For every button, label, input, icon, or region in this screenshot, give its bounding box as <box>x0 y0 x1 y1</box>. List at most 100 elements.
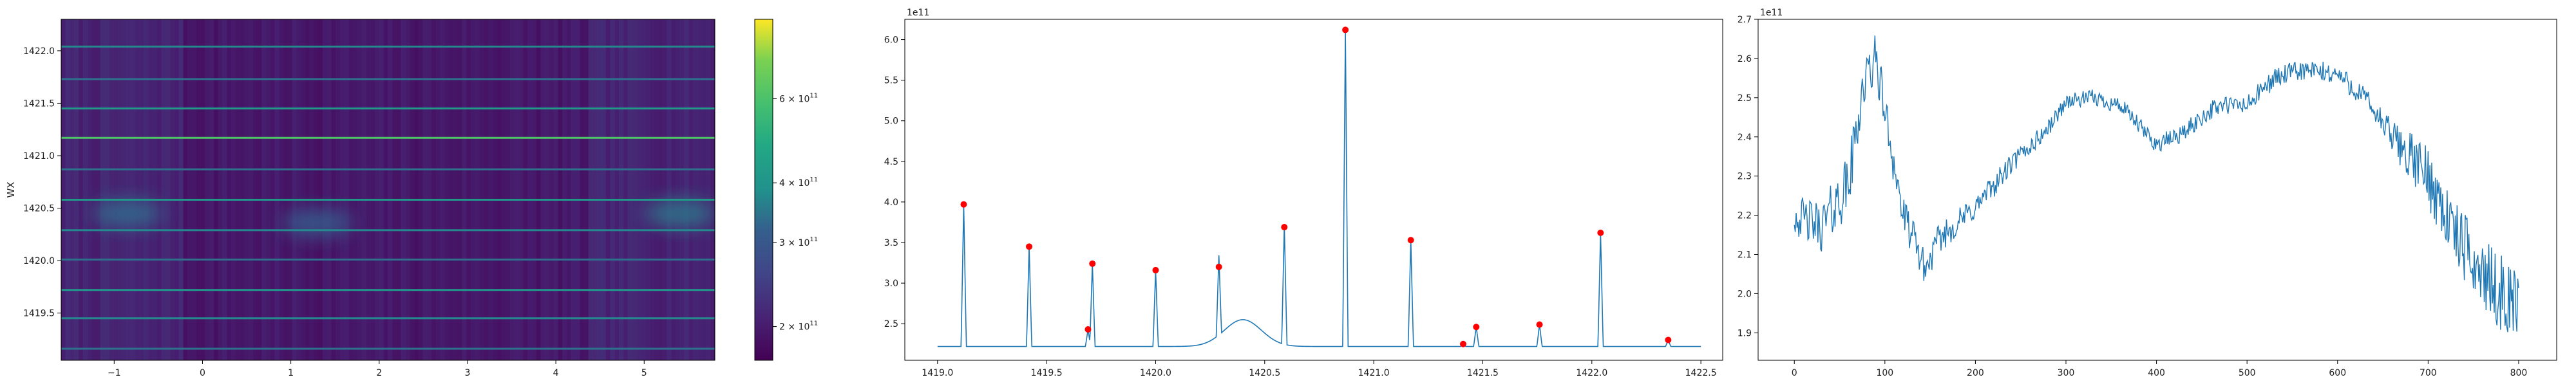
heatmap-column <box>697 19 703 360</box>
heatmap-column <box>296 19 301 360</box>
peak-marker <box>1597 229 1604 236</box>
heatmap-blob <box>281 208 353 237</box>
heatmap-row <box>61 317 715 320</box>
heatmap-column <box>366 19 372 360</box>
signal-series-line <box>1794 35 2519 333</box>
peaks-ytick-label: 4.5 <box>884 157 898 167</box>
heatmap-column <box>240 19 245 360</box>
peaks-x-ticks: 1419.0 1419.5 1420.0 1420.5 1421.0 1421.5 1422… <box>922 360 1717 378</box>
heatmap-column <box>558 19 563 360</box>
heatmap-column <box>379 19 384 360</box>
heatmap-column <box>444 19 450 360</box>
heatmap-column <box>187 19 193 360</box>
heatmap-column <box>679 19 685 360</box>
heatmap-column <box>479 19 484 360</box>
peaks-y-ticks: 2.5 3.0 3.5 4.0 4.5 5.0 5.5 6.0 <box>884 35 905 329</box>
heatmap-column <box>153 19 158 360</box>
heatmap-panel: −1 0 1 2 3 4 5 1419.51420.01420.51421.01421.51… <box>5 19 715 378</box>
heatmap-column <box>361 19 367 360</box>
heatmap-column <box>218 19 223 360</box>
heatmap-column <box>545 19 550 360</box>
heatmap-column <box>235 19 241 360</box>
heatmap-column <box>287 19 293 360</box>
heatmap-column <box>231 19 236 360</box>
peaks-xtick-label: 1419.0 <box>922 368 953 378</box>
heatmap-column <box>453 19 459 360</box>
signal-xtick-label: 200 <box>1967 368 1984 378</box>
heatmap-column <box>266 19 271 360</box>
heatmap-bright-rows <box>61 45 715 350</box>
heatmap-column <box>261 19 267 360</box>
heatmap-column <box>252 19 258 360</box>
heatmap-column <box>122 19 128 360</box>
peaks-xtick-label: 1420.0 <box>1140 368 1171 378</box>
heatmap-column <box>658 19 663 360</box>
heatmap-column <box>536 19 541 360</box>
heatmap-column <box>571 19 576 360</box>
heatmap-column <box>336 19 341 360</box>
heatmap-column <box>627 19 633 360</box>
heatmap-column <box>575 19 580 360</box>
heatmap-column <box>292 19 297 360</box>
signal-xtick-label: 300 <box>2058 368 2075 378</box>
heatmap-column <box>488 19 493 360</box>
heatmap-column <box>710 19 715 360</box>
heatmap-column <box>323 19 328 360</box>
peaks-xtick-label: 1421.5 <box>1467 368 1499 378</box>
heatmap-column <box>592 19 598 360</box>
peaks-markers <box>960 26 1672 347</box>
heatmap-xtick-label: 0 <box>200 368 205 378</box>
colorbar-gradient <box>755 19 773 360</box>
peak-marker <box>1281 224 1288 231</box>
peaks-offset-label: 1e11 <box>907 8 929 18</box>
heatmap-column <box>274 19 279 360</box>
peak-marker <box>1026 243 1033 250</box>
heatmap-column <box>183 19 188 360</box>
heatmap-column <box>588 19 594 360</box>
heatmap-column <box>383 19 389 360</box>
peaks-ytick-label: 3.5 <box>884 238 898 248</box>
peaks-panel: 1419.0 1419.5 1420.0 1420.5 1421.0 1421.5 1422… <box>884 8 1723 378</box>
heatmap-column <box>649 19 654 360</box>
heatmap-column <box>676 19 681 360</box>
heatmap-column <box>392 19 397 360</box>
heatmap-column <box>671 19 676 360</box>
peaks-xtick-label: 1419.5 <box>1031 368 1063 378</box>
heatmap-column <box>388 19 393 360</box>
heatmap-column <box>580 19 585 360</box>
signal-ytick-label: 2.6 <box>1738 54 1752 64</box>
signal-ytick-label: 2.3 <box>1738 172 1752 182</box>
heatmap-ytick-label: 1422.0 <box>23 46 55 57</box>
heatmap-column <box>584 19 589 360</box>
heatmap-column <box>340 19 345 360</box>
heatmap-column <box>640 19 646 360</box>
heatmap-column <box>506 19 511 360</box>
heatmap-column <box>405 19 410 360</box>
heatmap-column <box>213 19 219 360</box>
heatmap-column <box>65 19 71 360</box>
heatmap-column <box>397 19 402 360</box>
heatmap-xtick-label: 4 <box>553 368 559 378</box>
heatmap-ytick-label: 1420.0 <box>23 256 55 266</box>
heatmap-column <box>192 19 197 360</box>
heatmap-column <box>113 19 118 360</box>
heatmap-column <box>139 19 145 360</box>
heatmap-column <box>370 19 375 360</box>
heatmap-column <box>614 19 620 360</box>
heatmap-x-ticks: −1 0 1 2 3 4 5 <box>108 360 647 378</box>
signal-ytick-label: 1.9 <box>1738 328 1752 338</box>
heatmap-column <box>126 19 131 360</box>
peak-marker <box>1665 336 1672 344</box>
heatmap-column <box>449 19 454 360</box>
heatmap-ytick-label: 1419.5 <box>23 309 55 319</box>
signal-x-ticks: 0 100 200 300 400 500 600 700 800 <box>1792 360 2527 378</box>
peak-marker <box>1342 26 1349 33</box>
heatmap-column <box>509 19 515 360</box>
signal-ytick-label: 2.2 <box>1738 211 1752 221</box>
heatmap-xtick-label: 3 <box>464 368 470 378</box>
heatmap-column <box>70 19 75 360</box>
heatmap-row <box>61 289 715 291</box>
heatmap-column <box>283 19 289 360</box>
peaks-plot-area <box>905 19 1723 360</box>
